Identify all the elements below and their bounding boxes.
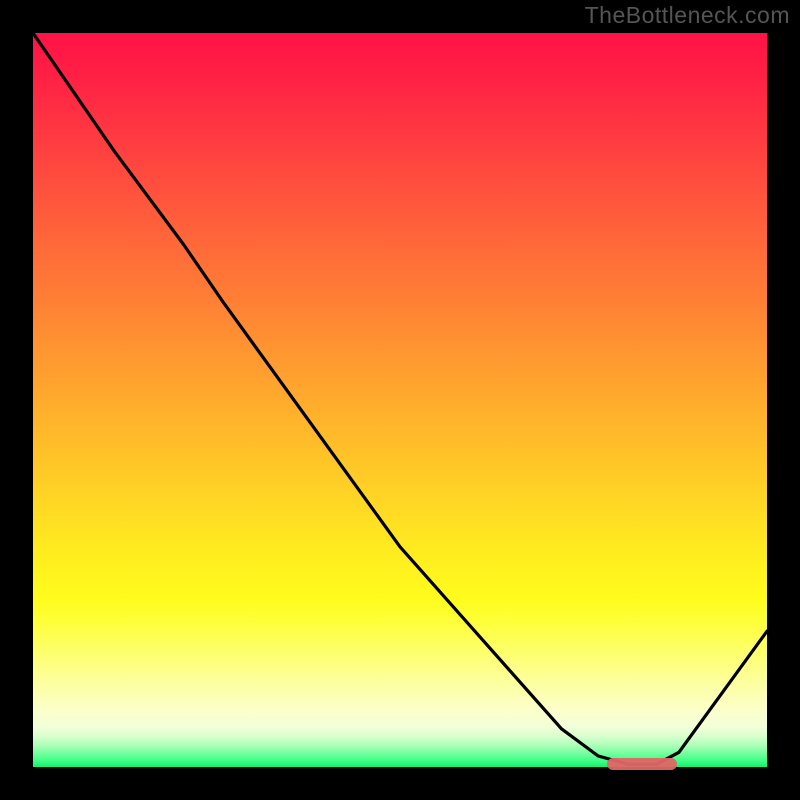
minimum-marker <box>607 758 677 770</box>
gradient-line-chart <box>33 33 767 767</box>
gradient-background <box>33 33 767 767</box>
plot-area <box>33 33 767 767</box>
watermark-text: TheBottleneck.com <box>585 2 790 29</box>
chart-stage: TheBottleneck.com <box>0 0 800 800</box>
